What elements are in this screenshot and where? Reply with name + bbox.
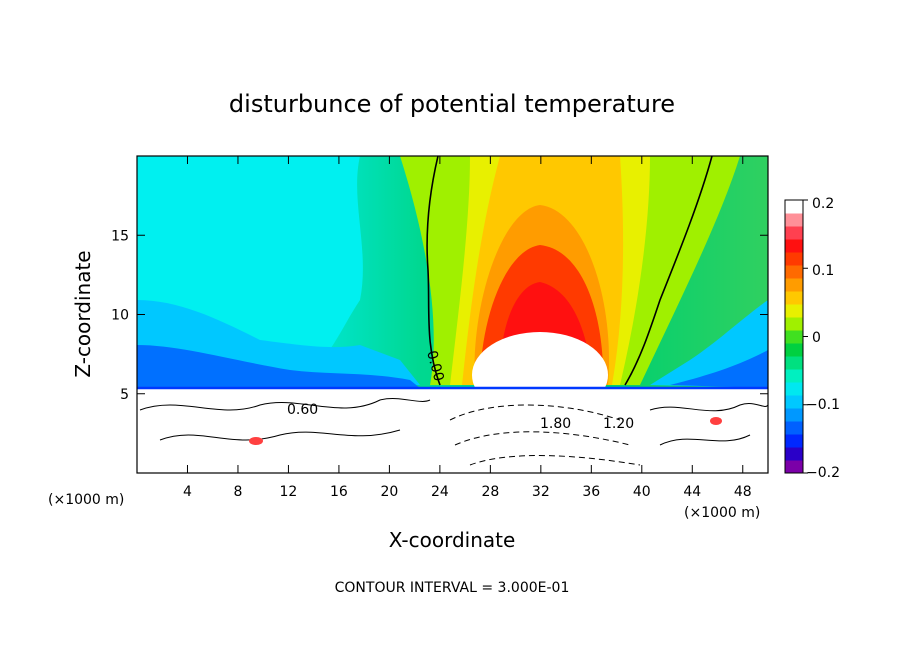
colorbar-swatch: [785, 369, 803, 383]
contour-interval-note: CONTOUR INTERVAL = 3.000E-01: [335, 580, 570, 596]
x-tick-label: 40: [633, 484, 651, 500]
colorbar-swatch: [785, 252, 803, 266]
colorbar-swatch: [785, 343, 803, 357]
x-tick-label: 20: [380, 484, 398, 500]
contour-label: 0.00: [423, 349, 447, 383]
x-tick-label: 28: [481, 484, 499, 500]
warm-spot-right: [710, 417, 722, 425]
colorbar-tick-label: −0.1: [806, 397, 840, 413]
x-tick-label: 44: [683, 484, 701, 500]
plot-area: [137, 156, 768, 473]
colorbar-swatch: [785, 226, 803, 240]
y-tick-label: 15: [111, 228, 129, 244]
contour-line: [649, 403, 768, 412]
colorbar-swatch: [785, 460, 803, 474]
contour-line-dashed: [454, 431, 631, 446]
x-axis-unit-left: (×1000 m): [48, 492, 124, 508]
x-axis-label: X-coordinate: [389, 528, 516, 552]
colorbar-tick-label: 0.2: [812, 196, 834, 212]
colorbar-tick-label: 0.1: [812, 263, 834, 279]
cold-region-left-deep: [137, 345, 420, 390]
contour-label: 1.20: [603, 416, 634, 432]
colorbar-tick-label: 0: [812, 330, 821, 346]
lower-contours: [139, 398, 768, 466]
colorbar-swatch: [785, 278, 803, 292]
colorbar-swatch: [785, 265, 803, 279]
colorbar-swatch: [785, 395, 803, 409]
contour-zero-right: [624, 156, 713, 386]
colorbar-swatch: [785, 291, 803, 305]
x-tick-label: 4: [183, 484, 192, 500]
contour-line-dashed: [449, 404, 621, 421]
contour-line: [659, 434, 751, 446]
colorbar-swatch: [785, 408, 803, 422]
x-tick-label: 48: [734, 484, 752, 500]
colorbar-swatch: [785, 304, 803, 318]
contour-zero-left: [426, 156, 441, 386]
colorbar-swatch: [785, 213, 803, 227]
colorbar-swatch: [785, 421, 803, 435]
x-tick-label: 16: [330, 484, 348, 500]
colorbar-swatch: [785, 239, 803, 253]
chart-title: disturbunce of potential temperature: [229, 90, 675, 118]
y-tick-label: 10: [111, 308, 129, 324]
colorbar-swatch: [785, 356, 803, 370]
x-tick-label: 8: [233, 484, 242, 500]
x-axis-unit-right: (×1000 m): [684, 505, 760, 521]
x-tick-label: 24: [431, 484, 449, 500]
colorbar: [784, 199, 808, 474]
lower-layer: [137, 388, 768, 473]
warm-spot-left: [249, 437, 263, 445]
colorbar-swatch: [785, 330, 803, 344]
contour-label: 0.60: [287, 402, 318, 418]
colorbar-swatch: [785, 447, 803, 461]
x-tick-label: 32: [532, 484, 550, 500]
contour-line: [139, 398, 431, 411]
y-axis-label: Z-coordinate: [71, 250, 95, 377]
x-tick-label: 12: [280, 484, 298, 500]
y-tick-label: 5: [120, 387, 129, 403]
x-tick-label: 36: [582, 484, 600, 500]
contour-line: [159, 429, 401, 441]
colorbar-swatch: [785, 382, 803, 396]
colorbar-swatch: [785, 317, 803, 331]
cold-region-right-deep: [670, 350, 768, 388]
colorbar-tick-label: −0.2: [806, 465, 840, 481]
contour-label: 1.80: [540, 416, 571, 432]
colorbar-swatch: [785, 200, 803, 214]
colorbar-swatch: [785, 434, 803, 448]
